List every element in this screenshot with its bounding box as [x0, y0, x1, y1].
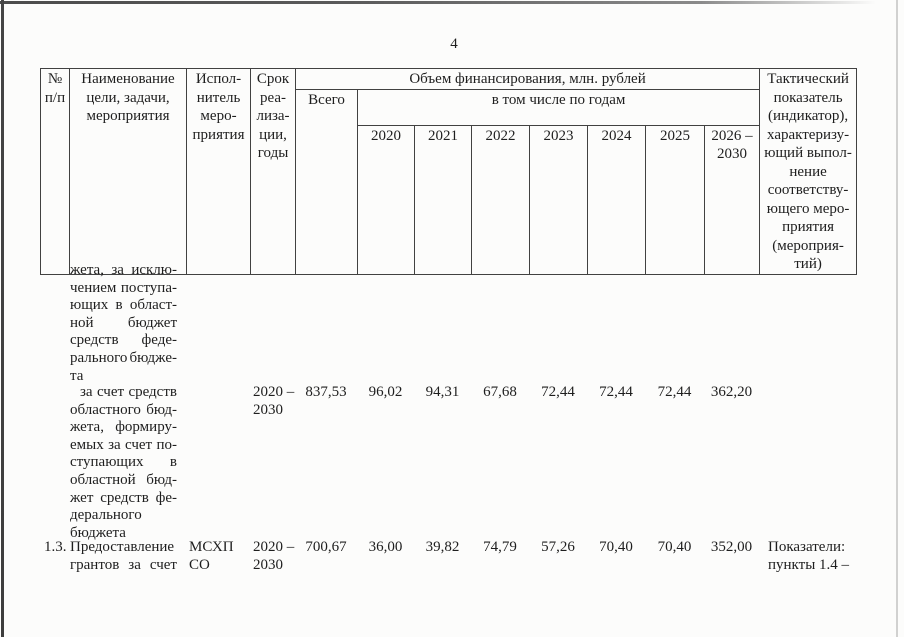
cell-year-value-3: 72,44: [541, 384, 575, 400]
col-header-by-years: в том числе по годам: [356, 89, 761, 126]
scan-edge-top: [0, 1, 876, 4]
cell-year-value-6: 352,00: [710, 539, 753, 555]
col-header-executor: Испол- нитель меро- приятия: [186, 68, 251, 275]
table-row: 1.3. Предоставление грантов за счет МСХП СО 202…: [40, 539, 856, 574]
cell-year-value-6: 362,20: [710, 384, 753, 400]
col-header-year-2022: 2022: [471, 124, 530, 275]
scan-edge-left: [1, 0, 4, 637]
cell-year-value-1: 39,82: [425, 539, 460, 555]
cell-year-value-3: 57,26: [541, 539, 575, 555]
col-header-year-2025: 2025: [645, 124, 705, 275]
col-header-total: Всего: [295, 89, 358, 275]
cell-year-value-4: 72,44: [599, 384, 633, 400]
cell-total: 700,67: [305, 539, 347, 555]
cell-year-value-4: 70,40: [599, 539, 633, 555]
cell-no: 1.3.: [44, 539, 67, 555]
page-number: 4: [450, 36, 458, 52]
cell-year-value-0: 36,00: [368, 539, 403, 555]
cell-year-value-2: 74,79: [483, 539, 517, 555]
col-header-year-2021: 2021: [414, 124, 472, 275]
col-header-financing-title: Объем финансирования, млн. рублей: [294, 68, 761, 90]
cell-executor: МСХП СО: [189, 539, 234, 573]
cell-name: жета, за исклю-чением поступа-ющих в област-н…: [70, 262, 177, 384]
col-header-name: Наименование цели, задачи, мероприятия: [69, 68, 187, 275]
col-header-year-2020: 2020: [357, 124, 415, 275]
table-row: жета, за исклю-чением поступа-ющих в област-н…: [40, 262, 856, 385]
cell-year-value-1: 94,31: [425, 384, 460, 400]
scan-edge-right: [896, 0, 898, 637]
col-header-year-2024: 2024: [587, 124, 646, 275]
cell-year-value-0: 96,02: [368, 384, 403, 400]
col-header-term: Срок реа- лиза- ции, годы: [250, 68, 296, 275]
cell-year-value-5: 72,44: [657, 384, 692, 400]
cell-indicator: Показатели: пункты 1.4 –: [768, 539, 850, 573]
financing-table-header: № п/п Наименование цели, задачи, меропри…: [40, 68, 858, 275]
col-header-no: № п/п: [40, 68, 70, 275]
col-header-year-2026-2030: 2026 – 2030: [703, 124, 761, 275]
cell-term: 2020 –2030: [253, 384, 295, 418]
col-header-indicator: Тактический показатель (индикатор), хара…: [759, 68, 858, 275]
cell-total: 837,53: [305, 384, 347, 400]
cell-name: Предоставление грантов за счет: [70, 539, 177, 573]
table-row: за счет средств областного бюд-жета, формиру-…: [40, 384, 856, 542]
col-header-year-2023: 2023: [529, 124, 588, 275]
cell-name: за счет средств областного бюд-жета, формиру-…: [70, 384, 177, 541]
cell-year-value-2: 67,68: [483, 384, 517, 400]
cell-year-value-5: 70,40: [657, 539, 692, 555]
cell-term: 2020 –2030: [253, 539, 295, 573]
